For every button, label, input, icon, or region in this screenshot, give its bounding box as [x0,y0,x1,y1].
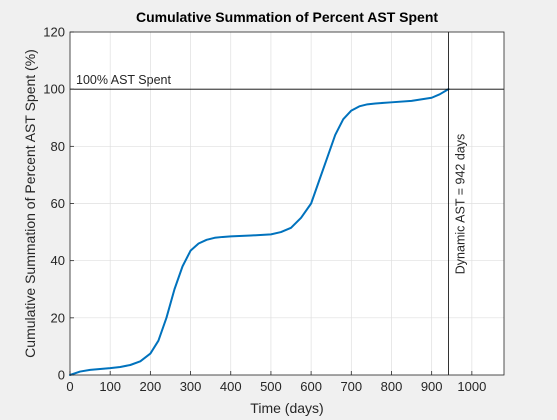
x-axis-label: Time (days) [250,400,323,416]
dynamic-ast-label: Dynamic AST = 942 days [454,134,468,274]
y-axis-label: Cumulative Summation of Percent AST Spen… [22,49,38,358]
chart-title: Cumulative Summation of Percent AST Spen… [136,9,438,25]
y-tick-label: 120 [43,25,65,40]
x-tick-label: 1000 [457,379,486,394]
x-tick-label: 800 [381,379,403,394]
y-axis-ticks: 0 20 40 60 80 100 120 [43,25,74,383]
y-tick-label: 20 [51,310,65,325]
series-group [69,88,450,376]
y-tick-label: 60 [51,196,65,211]
annotations-group: 100% AST Spent Dynamic AST = 942 days [70,32,504,375]
reference-line-label: 100% AST Spent [76,73,172,87]
x-tick-label: 400 [220,379,242,394]
y-tick-label: 0 [58,368,65,383]
series-line [69,88,450,376]
x-tick-label: 0 [66,379,73,394]
x-tick-label: 500 [260,379,282,394]
x-tick-label: 900 [421,379,443,394]
x-axis-ticks: 0 100 200 300 400 500 600 700 800 900 1000 [66,371,486,394]
y-tick-label: 80 [51,139,65,154]
x-tick-label: 600 [300,379,322,394]
x-tick-label: 300 [180,379,202,394]
x-tick-label: 100 [99,379,121,394]
y-tick-label: 40 [51,253,65,268]
x-tick-label: 200 [140,379,162,394]
y-tick-label: 100 [43,82,65,97]
x-tick-label: 700 [340,379,362,394]
